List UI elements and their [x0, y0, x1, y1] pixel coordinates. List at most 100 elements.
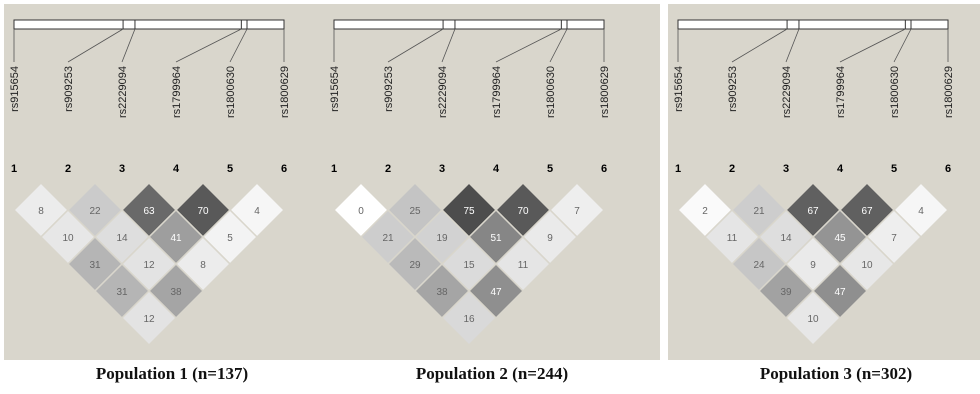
- ld-value: 9: [810, 260, 816, 271]
- snp-connector: [175, 28, 242, 63]
- snp-connector: [785, 28, 800, 63]
- ld-value: 4: [918, 206, 924, 217]
- snp-connector: [229, 28, 248, 63]
- snp-label: rs2229094: [781, 66, 793, 118]
- ld-panel-1: rs915654 1 rs909253 2 rs2229094 3 rs1799964 4 rs…: [4, 4, 340, 360]
- snp-label: rs1799964: [835, 66, 847, 118]
- ld-cell: [120, 289, 178, 347]
- ld-plot-2: rs915654 1 rs909253 2 rs2229094 3 rs1799964 4 rs…: [329, 19, 611, 347]
- caption-population-3: Population 3 (n=302): [759, 364, 913, 383]
- ld-value: 22: [89, 206, 101, 217]
- snp-label: rs909253: [383, 66, 395, 112]
- ld-value: 8: [38, 206, 44, 217]
- ld-value: 4: [254, 206, 260, 217]
- snp-connector: [387, 28, 444, 63]
- snp-index: 4: [837, 163, 844, 175]
- snp-label: rs1800630: [889, 66, 901, 118]
- snp-connector: [893, 28, 912, 63]
- snp-label: rs1800629: [943, 66, 955, 118]
- ld-value: 10: [807, 314, 819, 325]
- snp-label: rs2229094: [437, 66, 449, 118]
- ld-value: 12: [143, 260, 155, 271]
- snp-index: 4: [493, 163, 500, 175]
- snp-index: 4: [173, 163, 180, 175]
- snp-index: 1: [675, 163, 681, 175]
- ld-value: 16: [463, 314, 475, 325]
- ld-value: 63: [143, 206, 155, 217]
- ld-value: 51: [490, 233, 502, 244]
- snp-index: 6: [601, 163, 607, 175]
- ld-value: 47: [834, 287, 846, 298]
- ld-value: 10: [861, 260, 873, 271]
- ld-value: 41: [170, 233, 182, 244]
- snp-index: 5: [227, 163, 233, 175]
- ld-value: 31: [89, 260, 101, 271]
- snp-index: 3: [783, 163, 789, 175]
- snp-index: 6: [281, 163, 287, 175]
- snp-index: 5: [891, 163, 897, 175]
- snp-label: rs1800629: [279, 66, 291, 118]
- snp-index: 1: [331, 163, 337, 175]
- snp-index: 2: [65, 163, 71, 175]
- ld-cell: [440, 289, 498, 347]
- snp-index: 6: [945, 163, 951, 175]
- position-bar: [333, 19, 605, 30]
- snp-label: rs915654: [329, 66, 341, 112]
- ld-value: 31: [116, 287, 128, 298]
- ld-value: 12: [143, 314, 155, 325]
- snp-index: 3: [439, 163, 445, 175]
- snp-index: 2: [729, 163, 735, 175]
- ld-value: 14: [116, 233, 128, 244]
- ld-value: 21: [382, 233, 394, 244]
- ld-value: 38: [436, 287, 448, 298]
- snp-label: rs1800630: [225, 66, 237, 118]
- ld-plot-3: rs915654 1 rs909253 2 rs2229094 3 rs1799964 4 rs…: [673, 19, 955, 347]
- snp-connector: [549, 28, 568, 63]
- caption-population-2: Population 2 (n=244): [415, 364, 569, 383]
- ld-value: 29: [409, 260, 421, 271]
- snp-label: rs2229094: [117, 66, 129, 118]
- ld-value: 19: [436, 233, 448, 244]
- ld-value: 11: [727, 233, 738, 244]
- snp-label: rs1799964: [171, 66, 183, 118]
- ld-value: 9: [547, 233, 553, 244]
- position-bar: [677, 19, 949, 30]
- snp-connector: [731, 28, 788, 63]
- snp-connector: [495, 28, 562, 63]
- snp-label: rs915654: [673, 66, 685, 112]
- ld-value: 11: [518, 260, 529, 271]
- ld-value: 5: [227, 233, 233, 244]
- ld-plot-1: rs915654 1 rs909253 2 rs2229094 3 rs1799964 4 rs…: [9, 19, 291, 347]
- ld-value: 45: [834, 233, 846, 244]
- ld-value: 70: [197, 206, 209, 217]
- snp-label: rs1799964: [491, 66, 503, 118]
- ld-value: 67: [861, 206, 873, 217]
- ld-value: 15: [463, 260, 475, 271]
- ld-value: 2: [702, 206, 708, 217]
- snp-connector: [67, 28, 124, 63]
- ld-value: 39: [780, 287, 792, 298]
- ld-panel-3: rs915654 1 rs909253 2 rs2229094 3 rs1799964 4 rs…: [668, 4, 980, 360]
- ld-value: 21: [753, 206, 765, 217]
- ld-value: 24: [753, 260, 765, 271]
- ld-panel-2: rs915654 1 rs909253 2 rs2229094 3 rs1799964 4 rs…: [324, 4, 660, 360]
- ld-value: 47: [490, 287, 502, 298]
- snp-index: 1: [11, 163, 17, 175]
- ld-value: 7: [891, 233, 897, 244]
- snp-label: rs909253: [63, 66, 75, 112]
- ld-value: 7: [574, 206, 580, 217]
- ld-value: 14: [780, 233, 792, 244]
- snp-index: 3: [119, 163, 125, 175]
- snp-connector: [441, 28, 456, 63]
- snp-label: rs1800629: [599, 66, 611, 118]
- caption-population-1: Population 1 (n=137): [95, 364, 249, 383]
- ld-value: 75: [463, 206, 475, 217]
- snp-connector: [121, 28, 136, 63]
- ld-value: 70: [517, 206, 529, 217]
- snp-index: 2: [385, 163, 391, 175]
- ld-value: 8: [200, 260, 206, 271]
- snp-label: rs915654: [9, 66, 21, 112]
- snp-index: 5: [547, 163, 553, 175]
- ld-value: 38: [170, 287, 182, 298]
- snp-label: rs909253: [727, 66, 739, 112]
